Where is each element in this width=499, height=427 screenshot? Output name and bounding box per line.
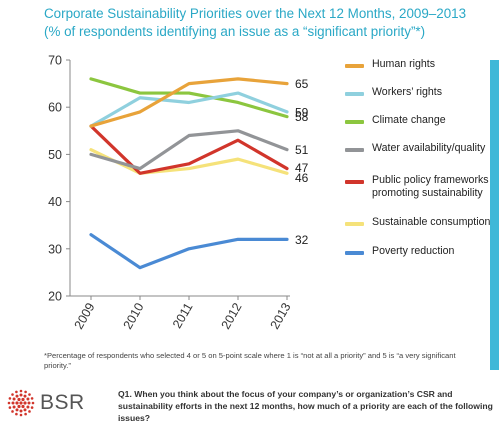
legend-item-water-availability-quality: Water availability/quality (345, 142, 494, 155)
end-label-human-rights: 65 (295, 77, 309, 91)
legend-item-sustainable-consumption: Sustainable consumption (345, 216, 494, 229)
logo-dot (15, 390, 18, 394)
logo-dot (23, 401, 27, 405)
logo-dot (17, 397, 21, 402)
legend-item-workers-rights: Workers’ rights (345, 86, 494, 99)
logo-dot (19, 413, 23, 417)
x-tick-label: 2010 (121, 300, 147, 331)
footnote: *Percentage of respondents who selected … (44, 351, 456, 370)
logo-dot (21, 397, 25, 402)
logo-dot (12, 397, 16, 401)
logo-dot (7, 401, 11, 405)
end-label-workers-rights: 59 (295, 105, 309, 119)
chart-title: Corporate Sustainability Priorities over… (44, 6, 467, 21)
logo-dot (23, 394, 27, 398)
logo-dot (26, 405, 30, 409)
brand-name: BSR (40, 391, 85, 414)
logo-dot (26, 397, 30, 401)
y-tick-label: 30 (48, 242, 62, 256)
y-tick-label: 20 (48, 290, 62, 304)
logo-dot (15, 401, 19, 405)
logo-dot (8, 397, 12, 400)
logo-dot (19, 389, 23, 393)
legend-item-poverty-reduction: Poverty reduction (345, 245, 494, 258)
logo-dot (12, 405, 16, 409)
logo-dot (24, 412, 27, 416)
legend-swatch (345, 64, 364, 68)
y-tick-label: 40 (48, 195, 62, 209)
logo-dot (31, 401, 35, 405)
logo-dot (28, 410, 31, 413)
survey-question: Q1. When you think about the focus of yo… (118, 389, 493, 423)
legend-swatch (345, 180, 364, 184)
logo-dot (28, 393, 31, 396)
logo-dot (30, 406, 34, 409)
logo-dot (24, 390, 27, 394)
legend-item-climate-change: Climate change (345, 114, 494, 127)
chart-subtitle: (% of respondents identifying an issue a… (44, 24, 426, 39)
logo-dot (15, 412, 18, 416)
accent-side-bar (490, 60, 499, 370)
end-label-poverty-reduction: 32 (295, 233, 309, 247)
logo-dot (21, 404, 25, 409)
legend-label: Poverty reduction (372, 245, 455, 257)
logo-dot (23, 408, 27, 412)
legend-swatch (345, 92, 364, 96)
series-line-poverty-reduction (89, 233, 289, 270)
logo-dot (19, 393, 23, 397)
logo-dot (11, 393, 14, 396)
legend-label: Workers’ rights (372, 86, 443, 98)
legend-label: Human rights (372, 58, 435, 70)
logo-dot (11, 410, 14, 413)
legend-item-public-policy-frameworks-promoting-sustainability: Public policy frameworks promoting susta… (345, 174, 494, 200)
legend-item-human-rights: Human rights (345, 58, 494, 71)
end-label-sustainable-consumption: 46 (295, 171, 309, 185)
legend-label: Sustainable consumption (372, 216, 491, 228)
legend-swatch (345, 120, 364, 124)
logo-center-dot (19, 401, 23, 405)
legend-swatch (345, 222, 364, 226)
y-tick-label: 70 (48, 54, 62, 68)
legend-label: Climate change (372, 114, 446, 126)
y-tick-label: 60 (48, 101, 62, 115)
legend-swatch (345, 148, 364, 152)
y-tick-label: 50 (48, 148, 62, 162)
legend-swatch (345, 251, 364, 255)
logo-dot (15, 394, 19, 398)
logo-dot (15, 408, 19, 412)
x-tick-label: 2011 (170, 300, 196, 330)
logo-dot (17, 404, 21, 409)
x-tick-label: 2012 (219, 300, 245, 331)
end-label-climate-change: 58 (295, 110, 309, 124)
logo-dot (19, 409, 23, 413)
end-label-water-availability-quality: 51 (295, 143, 309, 157)
sunburst-dots-icon (7, 389, 35, 417)
legend-label: Water availability/quality (372, 142, 486, 154)
x-tick-label: 2013 (268, 300, 294, 331)
logo-dot (8, 406, 12, 409)
x-tick-label: 2009 (72, 300, 98, 331)
logo-dot (11, 401, 15, 405)
legend-label: Public policy frameworks promoting susta… (372, 174, 489, 199)
logo-dot (30, 397, 34, 400)
end-label-public-policy-frameworks-promoting-sustainability: 47 (295, 161, 309, 175)
logo-dot (27, 401, 31, 405)
